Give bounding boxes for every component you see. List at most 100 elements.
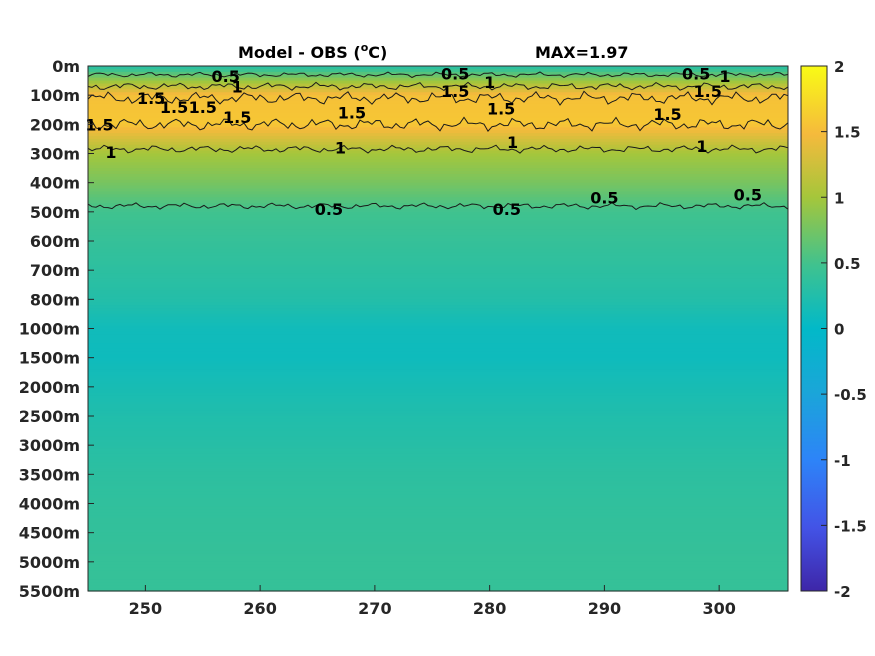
heat-band [88, 226, 788, 230]
heatmap-area: 0.511.51.51.5 1.51.511.510.50.51.5 11.510.… [85, 64, 789, 592]
contour-line [87, 116, 789, 132]
heat-band [88, 133, 788, 137]
heat-band [88, 238, 788, 242]
heat-band [88, 512, 788, 516]
heat-band [88, 573, 788, 578]
heat-band [88, 182, 788, 187]
heat-band [88, 208, 788, 213]
contour-label: 0.5 [315, 200, 343, 219]
heat-band [88, 456, 788, 461]
heat-band [88, 363, 788, 368]
x-tick-label: 250 [129, 599, 162, 618]
y-tick-label: 1500m [19, 349, 80, 368]
heat-band [88, 509, 788, 513]
contour-label: 0.5 [493, 200, 521, 219]
heat-band [88, 503, 788, 508]
heat-band [88, 453, 788, 458]
colorbar-tick-label: 1 [834, 189, 844, 207]
heat-band [88, 404, 788, 408]
heat-band [88, 150, 788, 155]
contour-label: 1 [232, 77, 243, 96]
heat-band [88, 165, 788, 169]
heat-band [88, 544, 788, 548]
heat-band [88, 523, 788, 528]
heat-band [88, 77, 788, 82]
heat-band [88, 229, 788, 233]
heat-band [88, 273, 788, 277]
heat-band [88, 535, 788, 540]
heat-band [88, 168, 788, 172]
heat-band [88, 258, 788, 263]
heat-band [88, 576, 788, 580]
contour-line [87, 71, 789, 79]
contour-label: 1 [507, 133, 518, 152]
contour-label: 1 [719, 67, 730, 86]
heat-band [88, 316, 788, 321]
heat-band [88, 483, 788, 487]
contour-label: 1.5 [441, 82, 469, 101]
contour-label: 0.5 [682, 64, 710, 83]
contour-line [87, 201, 789, 211]
heat-band [88, 71, 788, 76]
contour-label: 1.5 [338, 104, 366, 123]
heat-band [88, 538, 788, 543]
colorbar-tick-label: 1.5 [834, 124, 861, 142]
heat-band [88, 235, 788, 239]
y-axis: 0m 100m 200m 300m 400m 500m 600m 700m 800m 1000m 1… [19, 57, 94, 601]
heat-band [88, 526, 788, 531]
heat-band [88, 98, 788, 102]
y-tick-label: 800m [30, 290, 80, 309]
heat-band [88, 138, 788, 143]
heat-band [88, 101, 788, 105]
heat-band [88, 179, 788, 184]
heat-band [88, 173, 788, 178]
heat-band [88, 284, 788, 289]
heat-band [88, 398, 788, 403]
heat-band [88, 305, 788, 309]
colorbar-tick-label: -1.5 [834, 517, 867, 535]
heat-band [88, 217, 788, 222]
heat-band [88, 553, 788, 557]
colorbar-tick-label: 0.5 [834, 255, 861, 273]
y-tick-label: 4000m [19, 495, 80, 514]
heat-band [88, 521, 788, 525]
heat-band [88, 488, 788, 493]
heat-band [88, 194, 788, 198]
heat-band [88, 191, 788, 195]
heat-band [88, 83, 788, 88]
heat-band [88, 401, 788, 405]
heat-band [88, 486, 788, 490]
heat-band [88, 86, 788, 90]
x-axis: 250 260 270 280 290 300 [129, 585, 736, 618]
y-tick-label: 200m [30, 115, 80, 134]
heat-band [88, 80, 788, 85]
contour-label: 1.5 [694, 82, 722, 101]
heat-band [88, 290, 788, 295]
heat-band [88, 386, 788, 391]
heat-band [88, 92, 788, 96]
heat-band [88, 532, 788, 537]
heat-band [88, 313, 788, 318]
heat-band [88, 276, 788, 280]
y-tick-label: 1000m [19, 320, 80, 339]
heat-band [88, 480, 788, 484]
y-tick-label: 5000m [19, 553, 80, 572]
colorbar-tick-label: 2 [834, 58, 844, 76]
colorbar-tick-label: -0.5 [834, 386, 867, 404]
heat-band [88, 413, 788, 417]
heat-band [88, 570, 788, 575]
heat-band [88, 68, 788, 73]
heat-band [88, 176, 788, 181]
heat-band [88, 585, 788, 589]
heat-band [88, 261, 788, 265]
y-tick-label: 4500m [19, 524, 80, 543]
heat-band [88, 500, 788, 505]
heat-band [88, 293, 788, 298]
heat-band [88, 506, 788, 510]
heat-band [88, 246, 788, 251]
heat-band [88, 331, 788, 335]
y-tick-label: 300m [30, 145, 80, 164]
heat-band [88, 267, 788, 271]
heat-band [88, 381, 788, 385]
y-tick-label: 0m [52, 57, 80, 76]
